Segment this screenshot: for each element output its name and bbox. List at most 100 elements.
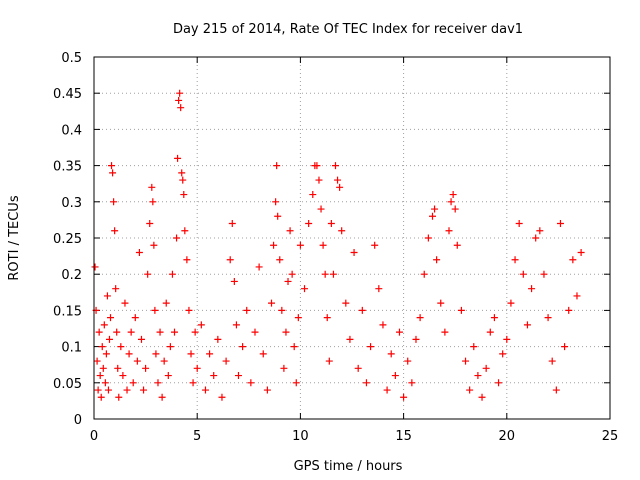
- y-tick-label: 0.1: [61, 341, 82, 356]
- data-point: [175, 96, 183, 104]
- data-point: [273, 162, 281, 170]
- axis-ticks: 0 5 10 15 20 25 0 0.05 0.1 0.15 0.2 0.25 0.3 0.35 0.4 0…: [53, 51, 618, 444]
- data-point: [301, 285, 309, 293]
- data-point: [552, 386, 560, 394]
- data-point: [98, 343, 106, 351]
- data-point: [214, 335, 222, 343]
- data-points: [91, 89, 585, 401]
- data-point: [189, 379, 197, 387]
- data-point: [103, 292, 111, 300]
- data-point: [319, 241, 327, 249]
- data-point: [294, 314, 302, 322]
- data-point: [416, 314, 424, 322]
- data-point: [449, 191, 457, 199]
- data-point: [383, 386, 391, 394]
- data-point: [284, 277, 292, 285]
- data-point: [350, 248, 358, 256]
- data-point: [280, 364, 288, 372]
- plot-frame: [93, 56, 611, 420]
- y-tick-label: 0.15: [53, 304, 82, 319]
- data-point: [259, 350, 267, 358]
- x-tick-label: 0: [90, 429, 98, 444]
- data-point: [104, 386, 112, 394]
- data-point: [164, 372, 172, 380]
- data-point: [113, 328, 121, 336]
- data-point: [323, 314, 331, 322]
- data-point: [544, 314, 552, 322]
- data-point: [391, 372, 399, 380]
- data-point: [431, 205, 439, 213]
- data-point: [511, 256, 519, 264]
- y-tick-label: 0.2: [61, 268, 82, 283]
- y-tick-label: 0.05: [53, 377, 82, 392]
- data-point: [111, 227, 119, 235]
- data-point: [179, 176, 187, 184]
- data-point: [371, 241, 379, 249]
- data-point: [146, 220, 154, 228]
- chart-title: Day 215 of 2014, Rate Of TEC Index for r…: [173, 22, 523, 37]
- data-point: [354, 364, 362, 372]
- data-point: [94, 386, 102, 394]
- data-point: [101, 379, 109, 387]
- data-point: [447, 198, 455, 206]
- data-point: [191, 328, 199, 336]
- data-point: [286, 227, 294, 235]
- data-point: [523, 321, 531, 329]
- data-point: [282, 328, 290, 336]
- data-point: [144, 270, 152, 278]
- data-point: [556, 220, 564, 228]
- data-point: [115, 393, 123, 401]
- data-point: [470, 343, 478, 351]
- data-point: [270, 241, 278, 249]
- data-point: [119, 372, 127, 380]
- data-point: [362, 379, 370, 387]
- data-point: [193, 364, 201, 372]
- data-point: [503, 335, 511, 343]
- data-point: [148, 183, 156, 191]
- data-point: [486, 328, 494, 336]
- data-point: [117, 343, 125, 351]
- data-point: [379, 321, 387, 329]
- data-point: [226, 256, 234, 264]
- x-tick-label: 5: [193, 429, 201, 444]
- data-point: [305, 220, 313, 228]
- data-point: [102, 350, 110, 358]
- data-point: [234, 372, 242, 380]
- data-point: [210, 372, 218, 380]
- data-point: [131, 314, 139, 322]
- data-point: [239, 343, 247, 351]
- y-tick-label: 0: [74, 413, 82, 428]
- data-point: [315, 176, 323, 184]
- data-point: [177, 104, 185, 112]
- data-point: [528, 285, 536, 293]
- data-point: [133, 357, 141, 365]
- data-point: [263, 386, 271, 394]
- data-point: [185, 306, 193, 314]
- data-point: [532, 234, 540, 242]
- data-point: [142, 364, 150, 372]
- data-point: [140, 386, 148, 394]
- data-point: [441, 328, 449, 336]
- data-point: [129, 379, 137, 387]
- y-tick-label: 0.25: [53, 232, 82, 247]
- data-point: [174, 154, 182, 162]
- data-point: [290, 343, 298, 351]
- data-point: [296, 241, 304, 249]
- data-point: [96, 372, 104, 380]
- y-tick-label: 0.5: [61, 51, 82, 66]
- data-point: [548, 357, 556, 365]
- y-tick-label: 0.4: [61, 123, 82, 138]
- data-point: [428, 212, 436, 220]
- data-point: [278, 306, 286, 314]
- data-point: [168, 270, 176, 278]
- data-point: [490, 314, 498, 322]
- data-point: [108, 162, 116, 170]
- data-point: [230, 277, 238, 285]
- data-point: [342, 299, 350, 307]
- data-point: [325, 357, 333, 365]
- data-point: [156, 328, 164, 336]
- data-point: [152, 350, 160, 358]
- data-point: [482, 364, 490, 372]
- data-point: [565, 306, 573, 314]
- data-point: [232, 321, 240, 329]
